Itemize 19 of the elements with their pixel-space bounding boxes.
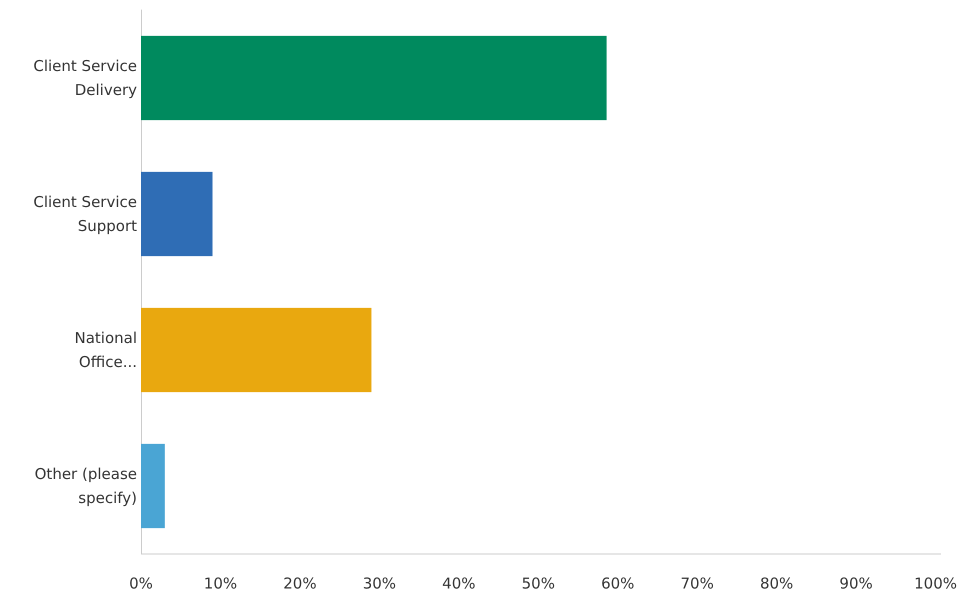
x-tick-label: 20%: [283, 574, 317, 592]
x-tick-label: 100%: [914, 574, 958, 592]
bar: [141, 172, 213, 256]
y-tick-label: National Office...: [74, 329, 137, 371]
x-tick-label: 10%: [204, 574, 238, 592]
x-tick-label: 40%: [442, 574, 476, 592]
x-tick-label: 90%: [839, 574, 873, 592]
x-tick-label: 30%: [362, 574, 396, 592]
x-tick-label: 50%: [522, 574, 555, 592]
y-tick-label: Client Service Delivery: [33, 57, 138, 99]
x-tick-label: 0%: [129, 574, 153, 592]
bar: [141, 444, 165, 528]
bar: [141, 308, 372, 392]
bar: [141, 36, 607, 120]
y-tick-label: Client Service Support: [33, 193, 138, 235]
x-tick-label: 60%: [601, 574, 634, 592]
x-tick-label: 70%: [680, 574, 714, 592]
y-tick-label: Other (please specify): [34, 465, 137, 507]
x-tick-label: 80%: [760, 574, 794, 592]
